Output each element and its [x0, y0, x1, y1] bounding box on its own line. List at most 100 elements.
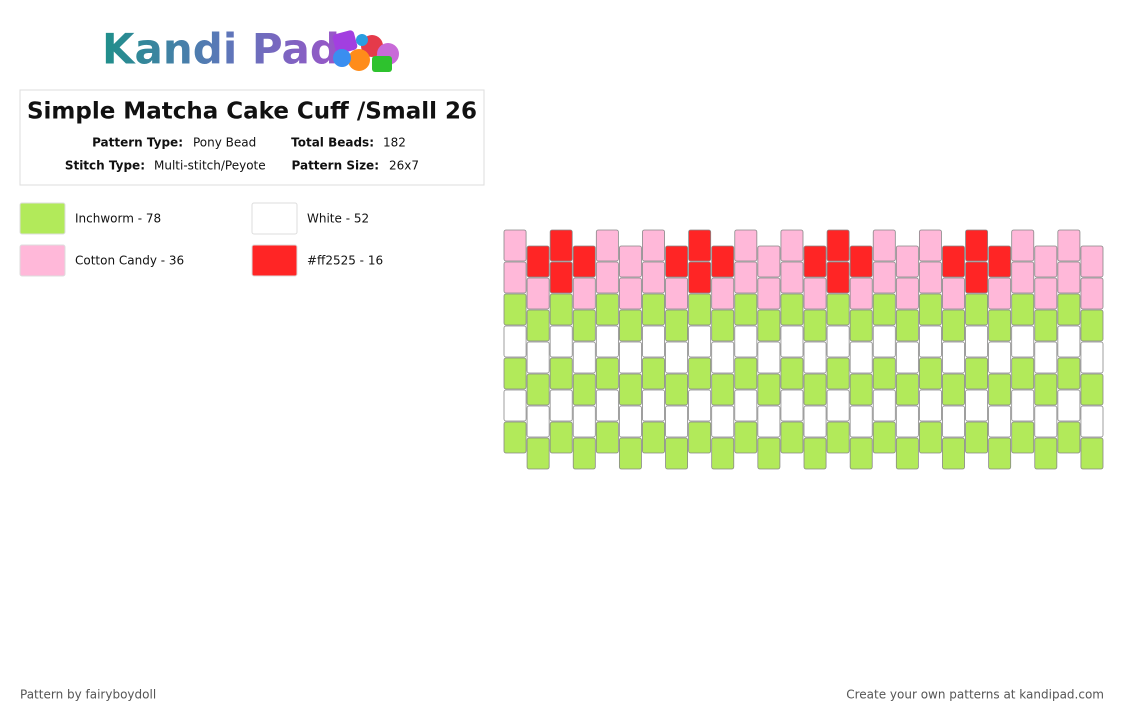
bead — [1011, 421, 1035, 454]
bead — [757, 405, 781, 438]
bead — [803, 245, 827, 278]
bead — [1034, 277, 1058, 310]
bead — [642, 357, 665, 390]
bead — [1080, 245, 1104, 278]
bead — [872, 229, 896, 262]
field-label: Stitch Type: — [65, 159, 145, 173]
bead — [895, 341, 919, 374]
bead — [988, 405, 1012, 438]
bead — [757, 277, 781, 310]
logo: Kandi Pad — [102, 25, 340, 74]
bead — [942, 277, 965, 310]
swatch — [19, 244, 66, 277]
legend-label: White - 52 — [307, 212, 369, 226]
credit: Pattern by fairyboydoll — [20, 688, 156, 702]
bead — [988, 309, 1012, 342]
title: Simple Matcha Cake Cuff /Small 26 — [27, 99, 477, 125]
bead — [1034, 309, 1058, 342]
bead — [642, 293, 665, 326]
logo-icon — [332, 30, 399, 72]
bead — [1034, 341, 1058, 374]
swatch — [19, 202, 66, 235]
bead — [988, 373, 1012, 406]
field-label: Pattern Size: — [292, 159, 380, 173]
bead — [988, 245, 1012, 278]
field-value: 26x7 — [389, 159, 419, 173]
bead — [1011, 357, 1035, 390]
field-label: Total Beads: — [291, 136, 374, 150]
bead — [711, 309, 735, 342]
bead — [757, 309, 781, 342]
bead — [988, 277, 1012, 310]
legend: Inchworm - 78 White - 52 Cotton Candy - 36… — [19, 202, 383, 277]
bead — [688, 389, 712, 422]
bead — [665, 309, 689, 342]
bead — [572, 373, 596, 406]
bead — [688, 325, 712, 358]
bead — [595, 389, 619, 422]
bead — [918, 261, 942, 294]
bead — [1034, 245, 1058, 278]
bead — [1080, 373, 1104, 406]
bead — [826, 325, 850, 358]
bead — [1034, 405, 1058, 438]
field-value: Multi-stitch/Peyote — [154, 159, 266, 173]
bead — [988, 437, 1012, 470]
bead — [965, 229, 989, 262]
bead — [872, 357, 896, 390]
bead — [618, 437, 642, 470]
bead — [780, 389, 804, 422]
bead — [872, 293, 896, 326]
bead — [503, 229, 527, 262]
bead — [826, 261, 850, 294]
bead — [757, 341, 781, 374]
bead — [734, 389, 758, 422]
bead — [1057, 421, 1081, 454]
bead — [665, 245, 689, 278]
bead — [688, 229, 712, 262]
bead — [826, 293, 850, 326]
bead — [803, 405, 827, 438]
bead — [1080, 277, 1104, 310]
bead — [780, 261, 804, 294]
bead — [595, 293, 619, 326]
bead — [965, 421, 989, 454]
bead — [895, 245, 919, 278]
bead — [803, 437, 827, 470]
bead — [849, 341, 873, 374]
bead — [595, 229, 619, 262]
bead — [665, 437, 689, 470]
bead — [849, 277, 873, 310]
bead — [572, 405, 596, 438]
bead — [572, 341, 596, 374]
bead — [872, 421, 896, 454]
bead — [849, 245, 873, 278]
bead — [549, 229, 573, 262]
bead — [849, 373, 873, 406]
bead — [503, 421, 527, 454]
bead — [965, 389, 989, 422]
bead — [526, 341, 550, 374]
bead — [618, 341, 642, 374]
bead — [1011, 261, 1035, 294]
bead — [503, 261, 527, 294]
bead — [1057, 325, 1081, 358]
bead — [965, 357, 989, 390]
bead — [734, 261, 758, 294]
bead — [895, 373, 919, 406]
bead — [918, 293, 942, 326]
bead — [688, 293, 712, 326]
bead — [711, 245, 735, 278]
bead — [942, 373, 965, 406]
field-label: Pattern Type: — [92, 136, 183, 150]
bead — [734, 357, 758, 390]
legend-label: Cotton Candy - 36 — [75, 254, 184, 268]
bead — [595, 261, 619, 294]
bead — [942, 437, 965, 470]
bead — [1057, 389, 1081, 422]
bead — [642, 325, 665, 358]
bead — [988, 341, 1012, 374]
bead — [965, 325, 989, 358]
bead — [1080, 437, 1104, 470]
